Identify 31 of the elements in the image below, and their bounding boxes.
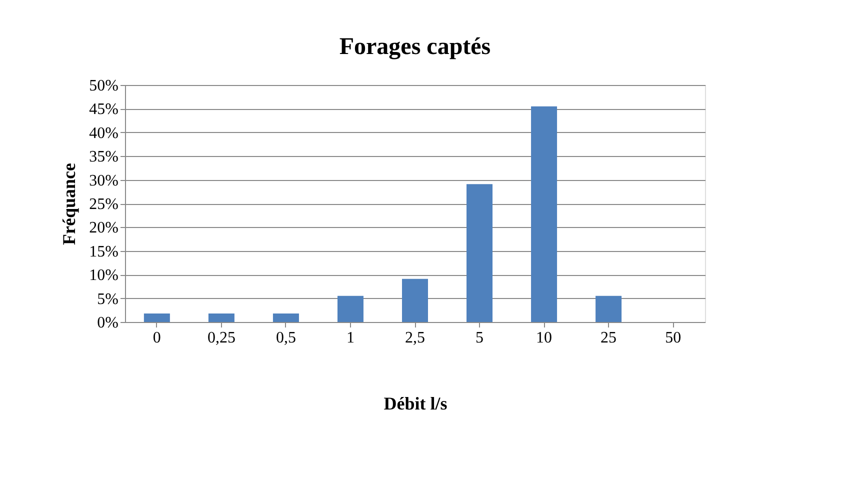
y-tick-label: 30%	[89, 172, 118, 190]
x-tick-label: 10	[536, 330, 552, 346]
bar	[596, 296, 622, 322]
x-tick-label: 0	[152, 330, 161, 346]
x-tick-label: 0,25	[207, 330, 236, 346]
y-axis-title: Fréquance	[59, 162, 80, 245]
x-tick-label: 2,5	[405, 330, 425, 346]
y-tick-label: 0%	[97, 314, 118, 332]
bar	[531, 106, 558, 322]
x-tick-label: 1	[346, 330, 354, 346]
y-tick-label: 40%	[89, 124, 118, 142]
y-tick-label: 45%	[89, 101, 118, 118]
x-tick-label: 50	[665, 330, 682, 346]
chart-title: Forages captés	[339, 34, 491, 60]
bar	[144, 313, 170, 322]
bar	[272, 313, 299, 322]
x-tick-label: 25	[600, 330, 617, 346]
x-axis-title: Débit l/s	[384, 394, 448, 414]
y-tick-label: 50%	[89, 78, 118, 94]
x-tick-label: 5	[476, 330, 484, 346]
y-tick-label: 5%	[97, 290, 118, 308]
y-tick-label: 15%	[89, 243, 118, 260]
bar	[466, 184, 493, 322]
y-tick-label: 10%	[89, 267, 118, 284]
y-tick-label: 35%	[89, 148, 118, 166]
x-tick-label: 0,5	[276, 330, 296, 346]
bar	[208, 313, 234, 322]
y-tick-label: 25%	[89, 196, 118, 213]
bar	[337, 296, 364, 322]
y-tick-label: 20%	[89, 220, 118, 237]
bar	[402, 278, 428, 322]
